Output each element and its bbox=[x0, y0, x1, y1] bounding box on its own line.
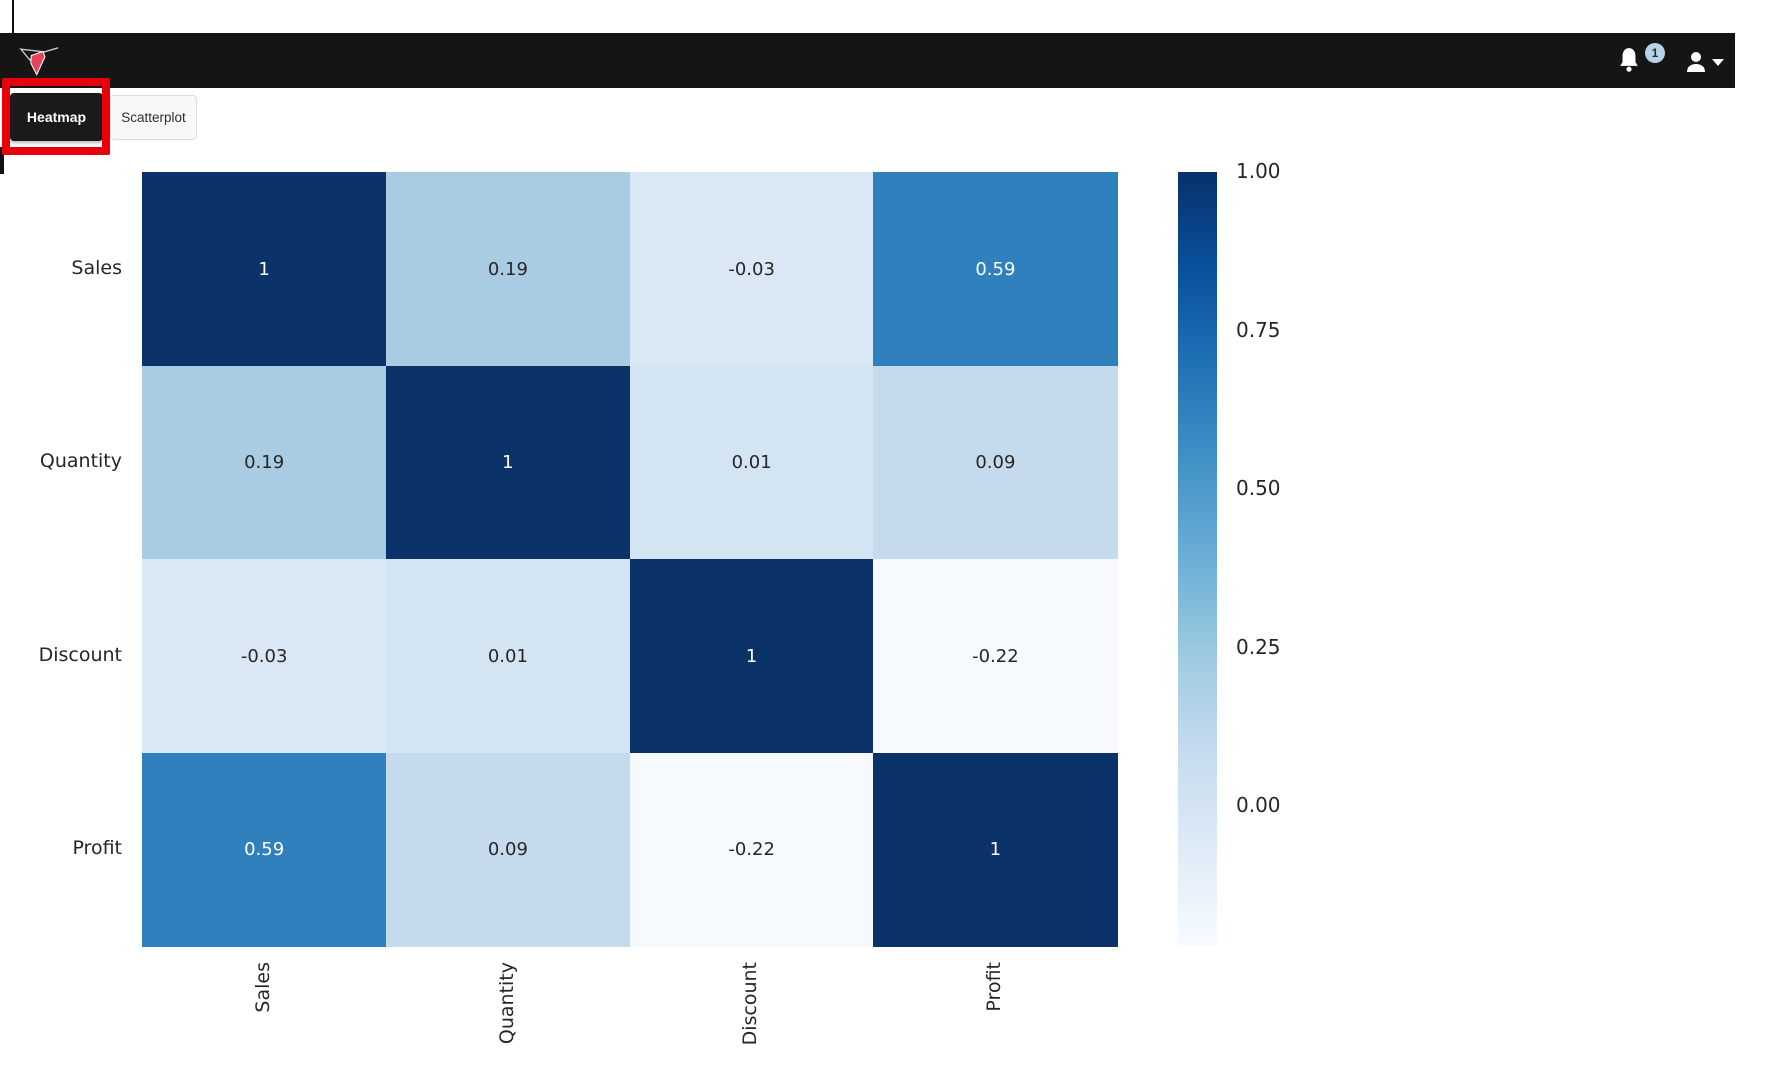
account-menu-button[interactable] bbox=[1684, 47, 1728, 77]
heatmap-cell: 0.09 bbox=[385, 752, 630, 947]
y-axis-tick-label: Quantity bbox=[39, 450, 122, 473]
heatmap-cell: 1 bbox=[629, 559, 874, 753]
y-axis-tick-label: Profit bbox=[72, 837, 122, 860]
tab-scatterplot[interactable]: Scatterplot bbox=[110, 95, 197, 140]
x-axis-tick-label: Discount bbox=[739, 962, 762, 1046]
colorbar-tick-label: 0.75 bbox=[1236, 317, 1281, 342]
bell-icon bbox=[1620, 47, 1638, 72]
heatmap-cell: -0.22 bbox=[873, 559, 1118, 753]
heatmap-cell: 0.01 bbox=[385, 559, 630, 753]
x-axis-tick-label: Sales bbox=[251, 962, 274, 1013]
heatmap-cell: 1 bbox=[385, 365, 630, 560]
heatmap-cell: 0.19 bbox=[142, 365, 387, 560]
heatmap-cell: 0.19 bbox=[385, 172, 630, 366]
user-icon bbox=[1687, 52, 1705, 72]
heatmap-cell: -0.22 bbox=[629, 752, 874, 947]
heatmap-cell: 0.09 bbox=[873, 365, 1118, 560]
heatmap-cell: -0.03 bbox=[629, 172, 874, 366]
colorbar bbox=[1178, 172, 1217, 946]
screen-edge-artifact bbox=[12, 0, 14, 33]
x-axis-tick-label: Profit bbox=[983, 962, 1006, 1012]
heatmap-cell: 1 bbox=[873, 752, 1118, 947]
x-axis-tick-label: Quantity bbox=[495, 962, 518, 1045]
y-axis-tick-label: Discount bbox=[38, 643, 122, 666]
heatmap-cell: 0.59 bbox=[142, 752, 387, 947]
top-navbar: 1 bbox=[0, 33, 1735, 88]
colorbar-tick-label: 0.00 bbox=[1236, 793, 1281, 818]
heatmap-cell: -0.03 bbox=[142, 559, 387, 753]
colorbar-tick-label: 0.25 bbox=[1236, 634, 1281, 659]
colorbar-tick-label: 1.00 bbox=[1236, 159, 1281, 183]
heatmap-cell: 0.01 bbox=[629, 365, 874, 560]
tab-heatmap[interactable]: Heatmap bbox=[10, 93, 103, 141]
heatmap-cell: 0.59 bbox=[873, 172, 1118, 366]
hummingbird-logo-icon bbox=[19, 47, 59, 76]
screen-edge-artifact bbox=[0, 147, 4, 174]
y-axis-tick-label: Sales bbox=[71, 256, 122, 279]
caret-down-icon bbox=[1712, 58, 1724, 66]
notifications-button[interactable] bbox=[1614, 45, 1644, 77]
heatmap-cell: 1 bbox=[142, 172, 387, 366]
colorbar-tick-label: 0.50 bbox=[1236, 476, 1281, 501]
notification-badge: 1 bbox=[1645, 43, 1665, 63]
